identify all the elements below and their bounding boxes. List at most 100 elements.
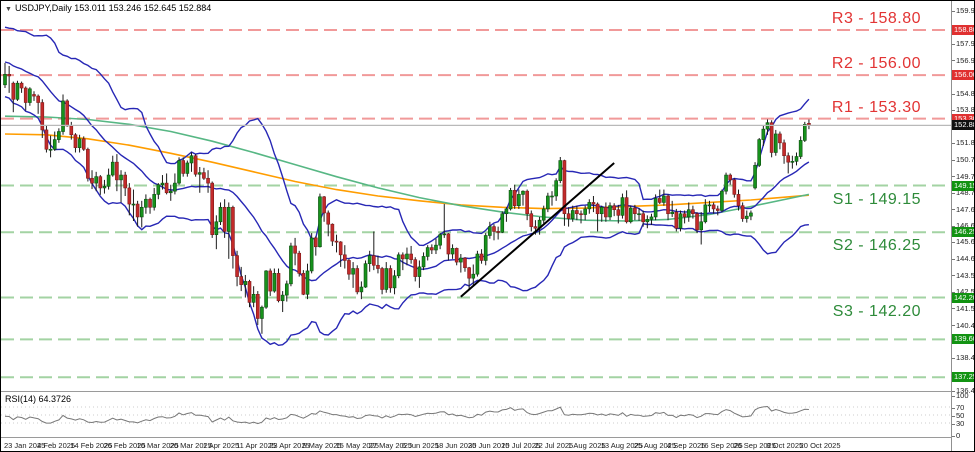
date-label: 5 May 2025: [302, 441, 342, 450]
candle-body: [686, 209, 691, 218]
candle-body: [206, 177, 210, 184]
candle-body: [554, 180, 558, 197]
candle-body: [496, 231, 500, 233]
symbol-dropdown-icon: ▼: [5, 6, 12, 13]
candlestick-chart[interactable]: [1, 1, 951, 391]
candle-body: [533, 226, 538, 229]
candle-body: [90, 177, 94, 184]
date-label: 20 Oct 2025: [799, 441, 841, 450]
candle-body: [231, 206, 235, 256]
candle-body: [272, 273, 277, 292]
candle-body: [23, 87, 28, 103]
date-label: 1 Aug 2025: [567, 441, 606, 450]
candle-body: [670, 211, 674, 215]
candle-body: [367, 255, 372, 264]
price-tick: 142.560: [952, 287, 974, 296]
current-price-badge: 152.884: [952, 120, 974, 131]
candle-body: [724, 174, 728, 192]
candle-body: [711, 204, 716, 210]
candle-body: [156, 184, 161, 195]
candle-body: [483, 235, 488, 261]
candle-body: [769, 122, 774, 153]
candle-body: [380, 268, 384, 290]
date-label: 27 May 2025: [368, 441, 413, 450]
candle-body: [102, 186, 107, 189]
candle-body: [413, 259, 418, 277]
price-tick: 153.840: [952, 105, 974, 114]
candle-body: [546, 195, 550, 210]
date-label: 10 Mar 2025: [136, 441, 179, 450]
trendline[interactable]: [460, 162, 615, 298]
candle-body: [707, 204, 712, 207]
candle-body: [566, 213, 571, 219]
candle-body: [504, 208, 509, 215]
ma-orange: [4, 133, 809, 210]
candle-body: [691, 209, 695, 215]
price-tick: 136.410: [952, 386, 974, 395]
candle-body: [363, 263, 368, 288]
candle-body: [289, 245, 293, 285]
candle-body: [637, 213, 641, 216]
candle-body: [438, 234, 442, 246]
candle-body: [616, 209, 621, 216]
candle-body: [628, 207, 633, 223]
date-label: 13 Aug 2025: [600, 441, 643, 450]
date-label: 4 Sep 2025: [667, 441, 706, 450]
date-label: 18 Jun 2025: [434, 441, 477, 450]
date-label: 4 Feb 2025: [37, 441, 76, 450]
candle-body: [65, 100, 69, 127]
date-label: 16 Sep 2025: [700, 441, 743, 450]
candle-body: [251, 294, 256, 303]
candle-body: [376, 264, 380, 269]
date-label: 8 Oct 2025: [766, 441, 804, 450]
main-chart-pane[interactable]: ▼ USDJPY,Daily 153.011 153.246 152.645 15…: [1, 1, 951, 391]
support-price-badge: 149.150: [952, 180, 974, 191]
candle-body: [512, 190, 517, 206]
candle-body: [641, 213, 645, 223]
candle-body: [115, 161, 119, 181]
candle-body: [417, 266, 422, 277]
candle-body: [612, 205, 616, 210]
candle-body: [110, 161, 115, 176]
candle-body: [645, 219, 650, 223]
candle-body: [620, 197, 625, 216]
candle-body: [703, 204, 708, 223]
candle-body: [214, 221, 219, 235]
candle-body: [674, 211, 679, 229]
resistance-price-badge: 156.000: [952, 70, 974, 81]
candle-body: [52, 139, 57, 150]
time-axis[interactable]: 23 Jan 2025 4 Feb 2025 14 Feb 2025 26 Feb 2…: [1, 438, 951, 451]
price-tick: 147.690: [952, 205, 974, 214]
level-label-S3: S3 - 142.20: [832, 302, 921, 320]
candle-body: [243, 281, 248, 285]
candle-body: [488, 226, 492, 236]
candle-body: [305, 270, 310, 295]
candle-body: [401, 254, 405, 260]
candle-body: [334, 240, 339, 243]
candle-body: [177, 160, 181, 184]
candle-body: [193, 155, 198, 175]
date-label: 14 Feb 2025: [70, 441, 113, 450]
rsi-scale-label: 0: [952, 431, 974, 440]
candle-body: [131, 203, 136, 206]
date-label: 15 May 2025: [335, 441, 379, 450]
candle-body: [235, 255, 239, 277]
candle-body: [633, 207, 637, 215]
rsi-indicator-pane[interactable]: RSI(14) 64.3726: [1, 391, 951, 438]
rsi-scale-label: 70: [952, 403, 974, 412]
candle-body: [127, 187, 132, 205]
candle-body: [148, 198, 152, 208]
candle-body: [541, 208, 546, 221]
candle-body: [479, 253, 484, 261]
candle-body: [69, 125, 74, 136]
price-axis[interactable]: 159.990 157.950 156.930 154.860 153.840 151.8…: [951, 1, 974, 451]
candle-body: [351, 268, 355, 275]
bollinger-upper-band: [4, 26, 810, 247]
candle-body: [517, 194, 521, 206]
candle-body: [558, 160, 563, 181]
candle-body: [521, 190, 525, 195]
candle-body: [575, 210, 579, 215]
candle-body: [467, 267, 471, 279]
candle-body: [347, 260, 351, 275]
